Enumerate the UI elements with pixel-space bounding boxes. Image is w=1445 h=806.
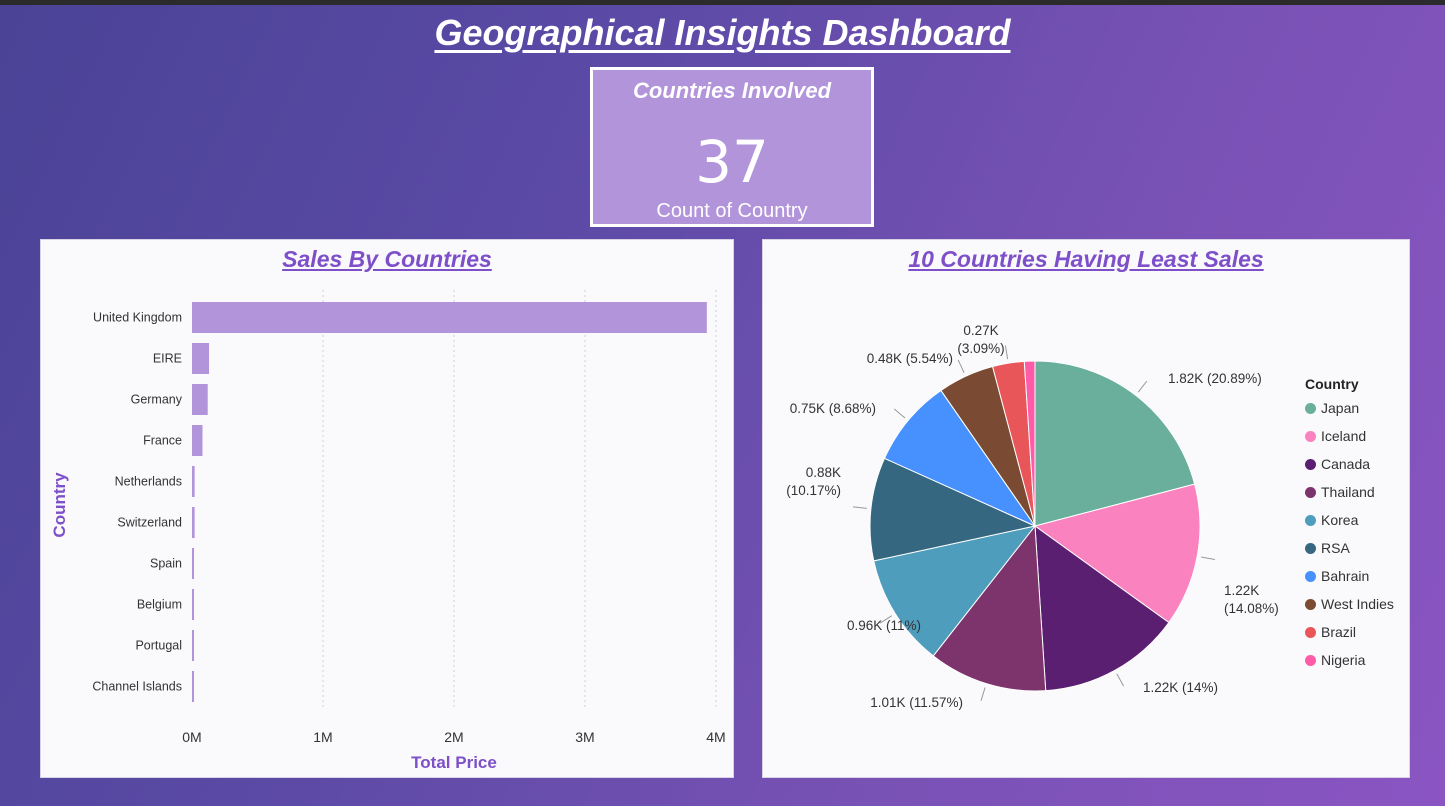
pie-chart-title: 10 Countries Having Least Sales bbox=[908, 246, 1264, 272]
data-label: 0.75K (8.68%) bbox=[790, 401, 876, 416]
legend-title: Country bbox=[1305, 376, 1359, 392]
data-label: 0.27K (3.09%) bbox=[957, 323, 1004, 356]
legend-item[interactable]: West Indies bbox=[1305, 596, 1394, 616]
pie-slice[interactable] bbox=[883, 389, 1037, 528]
bar-chart: 0M 1M 2M 3M 4M United Kingdom EIRE Germany Franc… bbox=[50, 290, 726, 772]
data-label: 1.22K (14%) bbox=[1143, 680, 1218, 695]
pie-slice[interactable] bbox=[873, 525, 1037, 657]
legend-dot-icon bbox=[1305, 459, 1316, 470]
leader-line bbox=[852, 506, 867, 509]
legend-label: Canada bbox=[1321, 456, 1371, 472]
pie-slice[interactable] bbox=[869, 457, 1037, 562]
legend-dot-icon bbox=[1305, 543, 1316, 554]
pie-slice[interactable] bbox=[1033, 483, 1201, 624]
data-label: 1.22K (14.08%) bbox=[1224, 583, 1279, 616]
legend-label: West Indies bbox=[1321, 596, 1394, 612]
data-label: 1.82K (20.89%) bbox=[1168, 371, 1262, 386]
bar-chart-panel[interactable]: Sales By Countries 0M 1M 2M 3M 4M United King… bbox=[40, 239, 734, 778]
data-label: 0.96K (11%) bbox=[847, 618, 921, 633]
x-tick-label: 1M bbox=[313, 729, 332, 745]
legend-item[interactable]: Bahrain bbox=[1305, 568, 1369, 588]
legend-item[interactable]: Korea bbox=[1305, 512, 1358, 532]
legend-item[interactable]: Thailand bbox=[1305, 484, 1375, 504]
y-tick-label: Belgium bbox=[137, 598, 182, 612]
legend-label: Iceland bbox=[1321, 428, 1367, 444]
y-axis-label: Country bbox=[50, 472, 69, 538]
bar[interactable] bbox=[192, 384, 208, 415]
legend-label: RSA bbox=[1321, 540, 1350, 556]
leader-line bbox=[879, 615, 893, 624]
legend-dot-icon bbox=[1305, 431, 1316, 442]
legend-dot-icon bbox=[1305, 627, 1316, 638]
dashboard-title: Geographical Insights Dashboard bbox=[434, 12, 1011, 53]
bar[interactable] bbox=[192, 589, 194, 620]
legend-label: Thailand bbox=[1321, 484, 1375, 500]
legend-dot-icon bbox=[1305, 403, 1316, 414]
y-tick-label: Portugal bbox=[135, 639, 182, 653]
pie-chart-panel[interactable]: 10 Countries Having Least Sales 1.82K (2… bbox=[762, 239, 1410, 778]
y-tick-label: EIRE bbox=[153, 352, 182, 366]
leader-line bbox=[980, 687, 986, 701]
legend-label: Bahrain bbox=[1321, 568, 1370, 584]
x-tick-label: 0M bbox=[182, 729, 201, 745]
y-tick-label: United Kingdom bbox=[93, 311, 182, 325]
bar[interactable] bbox=[192, 671, 194, 702]
data-label: 1.01K (11.57%) bbox=[870, 695, 963, 710]
x-axis-label: Total Price bbox=[411, 753, 497, 772]
legend-label: Nigeria bbox=[1321, 652, 1366, 668]
kpi-value: 37 bbox=[695, 128, 769, 196]
bar[interactable] bbox=[192, 507, 195, 538]
bar[interactable] bbox=[192, 425, 203, 456]
leader-line bbox=[1137, 380, 1148, 393]
y-tick-label: Netherlands bbox=[115, 475, 182, 489]
bar[interactable] bbox=[192, 548, 194, 579]
pie-slice[interactable] bbox=[1023, 360, 1036, 527]
leader-line bbox=[1201, 556, 1215, 561]
kpi-title: Countries Involved bbox=[632, 78, 832, 103]
x-tick-label: 3M bbox=[575, 729, 594, 745]
legend-item[interactable]: Brazil bbox=[1305, 624, 1356, 644]
pie-slice[interactable] bbox=[932, 524, 1047, 692]
y-tick-label: France bbox=[143, 434, 182, 448]
legend-dot-icon bbox=[1305, 571, 1316, 582]
bar[interactable] bbox=[192, 630, 194, 661]
legend-label: Japan bbox=[1321, 400, 1360, 416]
pie-slice[interactable] bbox=[1034, 524, 1170, 692]
x-tick-label: 4M bbox=[706, 729, 725, 745]
y-tick-label: Germany bbox=[131, 393, 183, 407]
data-label: 0.88K (10.17%) bbox=[786, 465, 841, 498]
y-tick-label: Switzerland bbox=[117, 516, 182, 530]
x-tick-label: 2M bbox=[444, 729, 463, 745]
legend-dot-icon bbox=[1305, 599, 1316, 610]
bar[interactable] bbox=[192, 466, 195, 497]
legend-dot-icon bbox=[1305, 487, 1316, 498]
legend-item[interactable]: Canada bbox=[1305, 456, 1370, 476]
legend-item[interactable]: Japan bbox=[1305, 400, 1359, 420]
legend-item[interactable]: RSA bbox=[1305, 540, 1350, 560]
legend-item[interactable]: Nigeria bbox=[1305, 652, 1365, 672]
y-tick-label: Spain bbox=[150, 557, 182, 571]
window-top-bar bbox=[0, 0, 1445, 5]
legend-label: Brazil bbox=[1321, 624, 1357, 640]
legend-dot-icon bbox=[1305, 655, 1316, 666]
legend-label: Korea bbox=[1321, 512, 1359, 528]
pie-chart: 1.82K (20.89%) 1.22K (14.08%) 1.22K (14%) 1.… bbox=[786, 323, 1279, 710]
bar[interactable] bbox=[192, 302, 707, 333]
data-label: 0.48K (5.54%) bbox=[867, 351, 953, 366]
kpi-label: Count of Country bbox=[656, 200, 808, 222]
pie-slice[interactable] bbox=[1034, 360, 1196, 527]
bar-chart-title: Sales By Countries bbox=[282, 246, 492, 272]
y-tick-label: Channel Islands bbox=[92, 680, 182, 694]
leader-line bbox=[957, 359, 965, 373]
leader-line bbox=[1116, 673, 1125, 687]
legend-dot-icon bbox=[1305, 515, 1316, 526]
kpi-card[interactable]: Countries Involved 37 Count of Country bbox=[590, 67, 874, 227]
leader-line bbox=[1004, 345, 1009, 360]
bar[interactable] bbox=[192, 343, 210, 374]
legend-item[interactable]: Iceland bbox=[1305, 428, 1366, 448]
leader-line bbox=[893, 408, 906, 419]
